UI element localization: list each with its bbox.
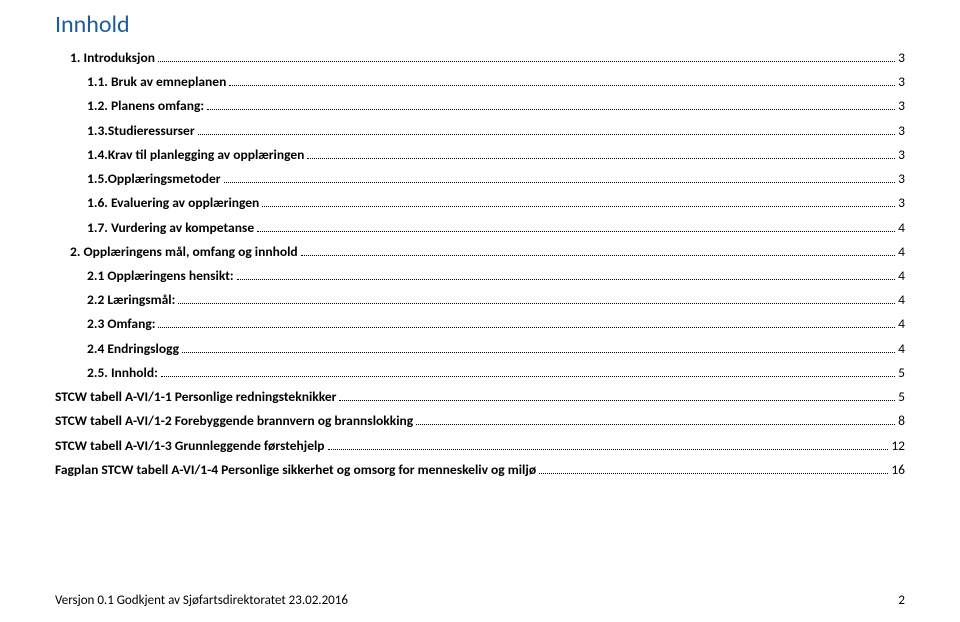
toc-leader-dots (229, 85, 895, 86)
toc-leader-dots (339, 400, 895, 401)
toc-label: 1.4.Krav til planlegging av opplæringen (87, 146, 304, 164)
toc-row: 1.7. Vurdering av kompetanse 4 (55, 219, 905, 237)
document-page: Innhold 1. Introduksjon31.1. Bruk av emn… (0, 0, 960, 622)
page-title: Innhold (55, 10, 905, 39)
toc-leader-dots (158, 61, 895, 62)
toc-row: 1.1. Bruk av emneplanen 3 (55, 73, 905, 91)
table-of-contents: 1. Introduksjon 3 1.1. Bruk av emneplanen 3… (55, 49, 905, 479)
toc-label: 2.3 Omfang: (87, 315, 155, 333)
toc-page-number: 12 (891, 437, 905, 455)
toc-label: 2.1 Opplæringens hensikt: (87, 267, 234, 285)
toc-page-number: 4 (898, 219, 905, 237)
toc-leader-dots (262, 206, 895, 207)
toc-leader-dots (307, 158, 895, 159)
toc-page-number: 3 (898, 194, 905, 212)
toc-row: 2. Opplæringens mål, omfang og innhold 4 (55, 243, 905, 261)
toc-page-number: 5 (898, 364, 905, 382)
toc-label: STCW tabell A-VI/1-3 Grunnleggende først… (55, 437, 325, 455)
toc-page-number: 3 (898, 122, 905, 140)
toc-page-number: 8 (898, 412, 905, 430)
toc-page-number: 3 (898, 146, 905, 164)
toc-row: 1.4.Krav til planlegging av opplæringen 3 (55, 146, 905, 164)
toc-label: STCW tabell A-VI/1-1 Personlige rednings… (55, 388, 336, 406)
toc-label: 2.4 Endringslogg (87, 340, 179, 358)
footer-page-number: 2 (898, 593, 905, 608)
toc-row: 2.5. Innhold: 5 (55, 364, 905, 382)
toc-label: 1. Introduksjon (70, 49, 155, 67)
footer-left: Versjon 0.1 Godkjent av Sjøfartsdirektor… (55, 593, 348, 608)
toc-row: STCW tabell A-VI/1-3 Grunnleggende først… (55, 437, 905, 455)
toc-page-number: 5 (898, 388, 905, 406)
toc-leader-dots (224, 182, 896, 183)
toc-page-number: 3 (898, 97, 905, 115)
toc-label: 2.2 Læringsmål: (87, 291, 175, 309)
toc-label: 1.1. Bruk av emneplanen (87, 73, 226, 91)
toc-row: 2.1 Opplæringens hensikt: 4 (55, 267, 905, 285)
toc-label: 1.7. Vurdering av kompetanse (87, 219, 254, 237)
page-footer: Versjon 0.1 Godkjent av Sjøfartsdirektor… (55, 593, 905, 608)
toc-row: 1. Introduksjon 3 (55, 49, 905, 67)
toc-row: 1.6. Evaluering av opplæringen 3 (55, 194, 905, 212)
toc-page-number: 3 (898, 73, 905, 91)
toc-leader-dots (158, 327, 895, 328)
toc-row: 2.3 Omfang: 4 (55, 315, 905, 333)
toc-label: 2. Opplæringens mål, omfang og innhold (70, 243, 298, 261)
toc-leader-dots (237, 279, 896, 280)
toc-leader-dots (301, 255, 896, 256)
toc-row: 1.3.Studieressurser 3 (55, 122, 905, 140)
toc-page-number: 3 (898, 49, 905, 67)
toc-page-number: 4 (898, 243, 905, 261)
toc-leader-dots (257, 231, 895, 232)
toc-label: 1.2. Planens omfang: (87, 97, 204, 115)
toc-leader-dots (328, 449, 889, 450)
toc-row: 2.2 Læringsmål: 4 (55, 291, 905, 309)
toc-leader-dots (178, 303, 895, 304)
toc-leader-dots (207, 109, 895, 110)
toc-row: 1.2. Planens omfang: 3 (55, 97, 905, 115)
toc-page-number: 16 (891, 461, 905, 479)
toc-page-number: 4 (898, 340, 905, 358)
toc-row: Fagplan STCW tabell A-VI/1-4 Personlige … (55, 461, 905, 479)
toc-label: 1.5.Opplæringsmetoder (87, 170, 221, 188)
toc-label: 2.5. Innhold: (87, 364, 158, 382)
toc-row: STCW tabell A-VI/1-1 Personlige rednings… (55, 388, 905, 406)
toc-label: STCW tabell A-VI/1-2 Forebyggende brannv… (55, 412, 413, 430)
toc-page-number: 4 (898, 267, 905, 285)
toc-label: 1.6. Evaluering av opplæringen (87, 194, 259, 212)
toc-page-number: 3 (898, 170, 905, 188)
toc-leader-dots (539, 473, 888, 474)
toc-leader-dots (161, 376, 895, 377)
toc-row: STCW tabell A-VI/1-2 Forebyggende brannv… (55, 412, 905, 430)
toc-row: 1.5.Opplæringsmetoder 3 (55, 170, 905, 188)
toc-leader-dots (416, 424, 895, 425)
toc-leader-dots (198, 134, 896, 135)
toc-page-number: 4 (898, 291, 905, 309)
toc-row: 2.4 Endringslogg 4 (55, 340, 905, 358)
toc-page-number: 4 (898, 315, 905, 333)
toc-leader-dots (182, 352, 895, 353)
toc-label: 1.3.Studieressurser (87, 122, 195, 140)
toc-label: Fagplan STCW tabell A-VI/1-4 Personlige … (55, 461, 536, 479)
